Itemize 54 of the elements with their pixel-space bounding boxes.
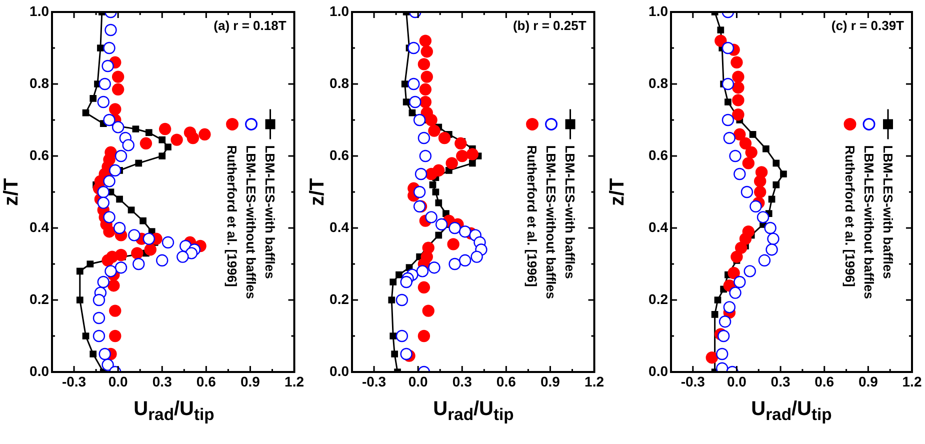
legend-label: LBM-LES-without baffles [544,145,559,300]
y-tick-label: 1.0 [30,2,50,19]
y-tick-label: 0.2 [330,290,350,307]
x-tick-label: 0.9 [540,373,560,390]
y-tick-label: 0.4 [30,218,50,235]
y-tick-label: 0.8 [330,74,350,91]
x-axis-title: U$_{rad}$/U$_{tip}$ [750,398,833,425]
y-tick-label: 0.0 [330,362,350,379]
x-tick-label: 0.6 [196,373,216,390]
legend-label: LBM-LES-without baffles [861,145,876,300]
y-tick-label: 0.4 [330,218,350,235]
y-tick-label: 0.2 [30,290,50,307]
x-tick-label: 0.9 [858,373,878,390]
x-tick-label: 0.3 [152,373,172,390]
y-tick-label: 0.6 [648,146,668,163]
y-axis-title: z/T [606,178,629,206]
x-tick-label: 1.2 [584,373,604,390]
y-tick-label: 0.6 [330,146,350,163]
y-tick-label: 0.2 [648,290,668,307]
x-axis-title: U$_{rad}$/U$_{tip}$ [432,398,515,425]
legend-label: Rutherford et al. [1996] [842,145,858,287]
legend-label: LBM-LES-with baffles [880,145,896,279]
y-tick-label: 0.0 [648,362,668,379]
y-tick-label: 0.4 [648,218,668,235]
y-tick-label: 1.0 [330,2,350,19]
legend-label: LBM-LES-without baffles [244,145,259,300]
x-tick-label: 1.2 [902,373,922,390]
y-tick-label: 0.0 [30,362,50,379]
text: (b) r = 0.25T [512,18,586,34]
legend-label: Rutherford et al. [1996] [224,145,240,287]
y-axis-title: z/T [0,178,23,206]
x-tick-label: -0.3 [680,373,706,390]
y-tick-label: 0.8 [648,74,668,91]
y-tick-label: 0.8 [30,74,50,91]
legend-label: Rutherford et al. [1996] [524,145,540,287]
legend-label: LBM-LES-with baffles [262,145,278,279]
legend-label: LBM-LES-with baffles [562,145,578,279]
x-tick-label: 1.2 [284,373,304,390]
x-tick-label: -0.3 [62,373,86,390]
x-tick-label: 0.6 [496,373,516,390]
x-tick-label: 0.0 [408,373,428,390]
y-axis-title: z/T [306,178,329,206]
x-tick-label: 0.9 [240,373,260,390]
text: (c) r = 0.39T [831,18,904,34]
x-tick-label: 0.3 [452,373,472,390]
x-tick-label: 0.6 [814,373,834,390]
y-tick-label: 1.0 [648,2,668,19]
x-tick-label: 0.0 [108,373,128,390]
text: (a) r = 0.18T [214,18,286,34]
x-tick-label: 0.3 [770,373,790,390]
y-tick-label: 0.6 [30,146,50,163]
x-tick-label: 0.0 [726,373,747,390]
x-tick-label: -0.3 [362,373,386,390]
x-axis-title: U$_{rad}$/U$_{tip}$ [132,398,216,425]
